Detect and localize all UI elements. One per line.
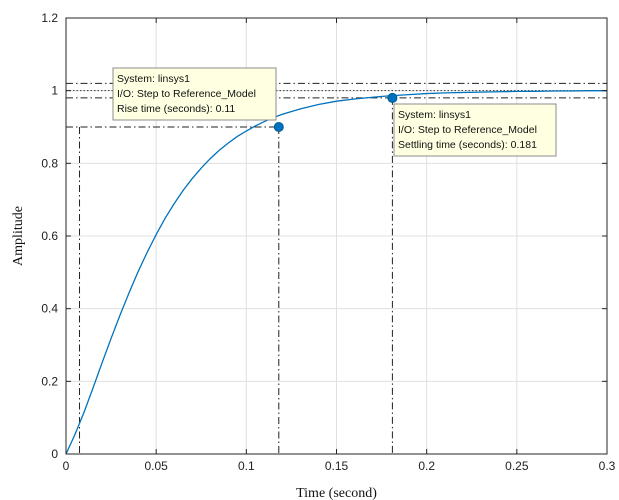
y-tick-label: 0 xyxy=(51,447,58,461)
x-tick-label: 0.3 xyxy=(599,459,616,473)
annotation-text: System: linsys1 xyxy=(398,109,471,121)
x-tick-label: 0 xyxy=(63,459,70,473)
y-tick-label: 0.6 xyxy=(41,229,58,243)
x-tick-label: 0.25 xyxy=(505,459,529,473)
x-tick-label: 0.15 xyxy=(325,459,349,473)
axes-frame xyxy=(65,17,608,455)
y-axis-label: Amplitude xyxy=(11,206,26,266)
annotation-box xyxy=(393,103,557,157)
x-tick-label: 0.2 xyxy=(418,459,435,473)
x-tick-label: 0.1 xyxy=(238,459,255,473)
y-tick-label: 1.2 xyxy=(41,11,58,25)
x-tick-label: 0.05 xyxy=(144,459,168,473)
y-tick-label: 1 xyxy=(51,84,58,98)
data-tip-marker[interactable] xyxy=(273,122,284,132)
annotation-text: System: linsys1 xyxy=(117,73,190,85)
annotation-box xyxy=(112,67,277,121)
annotation-text: Rise time (seconds): 0.11 xyxy=(117,103,235,115)
annotation-text: I/O: Step to Reference_Model xyxy=(398,124,537,136)
step-response-line xyxy=(65,90,607,455)
series-layer xyxy=(65,90,607,455)
tick-labels: 0 0.05 0.1 0.15 0.2 0.25 0.3 0 0.2 0.4 0.6 0.8 1 1.2 xyxy=(41,11,615,473)
annotation-text: I/O: Step to Reference_Model xyxy=(117,88,256,100)
annotations: System: linsys1 I/O: Step to Reference_Mo… xyxy=(112,67,557,157)
y-tick-label: 0.8 xyxy=(41,156,58,170)
data-tip-marker[interactable] xyxy=(387,92,398,103)
y-tick-label: 0.2 xyxy=(41,374,58,388)
y-tick-label: 0.4 xyxy=(41,302,58,316)
annotation-text: Settling time (seconds): 0.181 xyxy=(398,139,537,151)
x-axis-label: Time (second) xyxy=(296,486,377,500)
